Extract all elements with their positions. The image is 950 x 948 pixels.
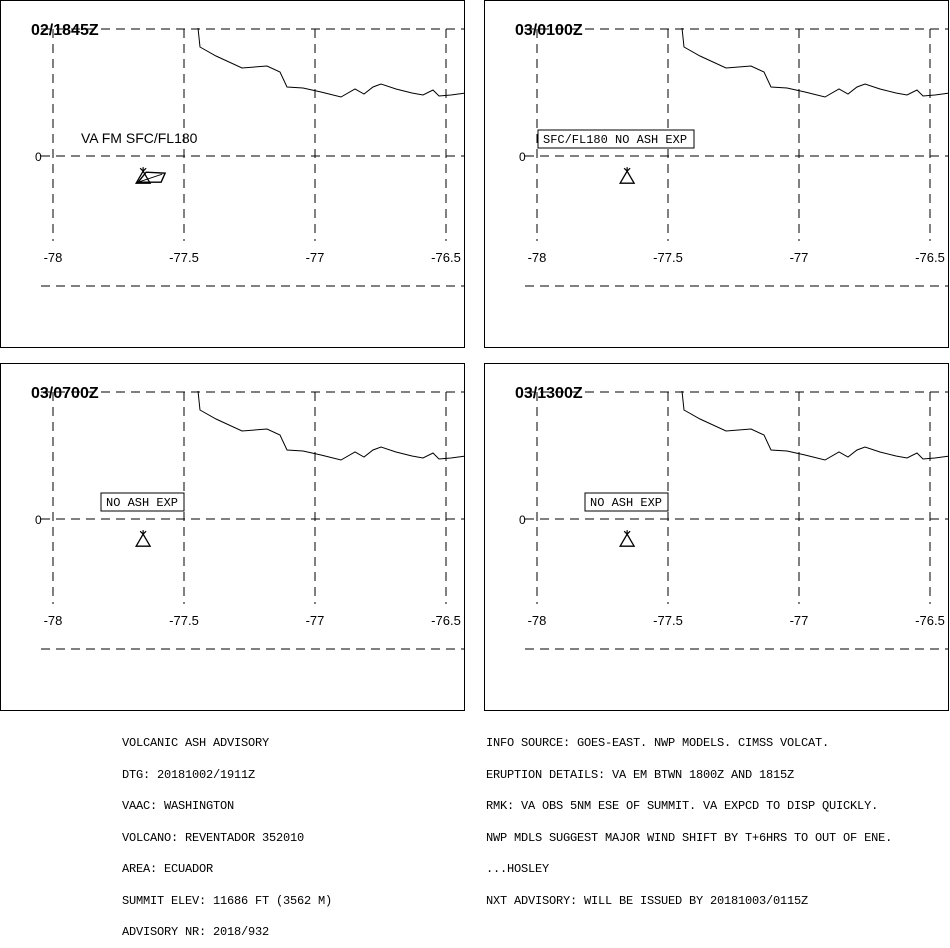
forecast-panel-0: 02/1845Z 0 -78 -77.5 -77 -76.5 VA FM SFC/FL180 [0, 0, 465, 348]
latitude-label: 0 [35, 150, 42, 164]
forecast-label: NO ASH EXP [590, 496, 662, 510]
advisory-line: AREA: ECUADOR [122, 862, 214, 876]
map-svg: 02/1845Z 0 -78 -77.5 -77 -76.5 VA FM SFC/FL180 [31, 22, 464, 287]
advisory-line: SUMMIT ELEV: 11686 FT (3562 M) [122, 893, 333, 908]
forecast-label: SFC/FL180 NO ASH EXP [543, 133, 687, 147]
longitude-label: -77 [790, 250, 809, 265]
volcano-triangle-icon [618, 167, 636, 184]
longitude-label: -77 [790, 613, 809, 628]
advisory-line: NXT ADVISORY: WILL BE ISSUED BY 20181003… [486, 893, 809, 908]
advisory-line: VOLCANIC ASH ADVISORY [122, 736, 270, 750]
forecast-panel-3: 03/1300Z 0 -78 -77.5 -77 -76.5 NO ASH EXP [484, 363, 949, 711]
volcano-triangle-icon [134, 530, 152, 547]
advisory-line: INFO SOURCE: GOES-EAST. NWP MODELS. CIMS… [486, 736, 830, 750]
volcano-triangle-icon [618, 530, 636, 547]
latitude-label: 0 [519, 150, 526, 164]
longitude-label: -76.5 [915, 613, 945, 628]
longitude-label: -77.5 [169, 250, 199, 265]
forecast-label-box [584, 492, 669, 512]
advisory-header-block: VOLCANIC ASH ADVISORY DTG: 20181002/1911… [122, 717, 332, 948]
map-svg: 03/0700Z 0 -78 -77.5 -77 -76.5 NO ASH EXP [31, 385, 464, 650]
ash-cloud-polygon [136, 171, 167, 183]
forecast-panel-2: 03/0700Z 0 -78 -77.5 -77 -76.5 NO ASH EXP [0, 363, 465, 711]
border-line [681, 27, 948, 98]
border-line [197, 390, 464, 461]
forecast-label-box [537, 129, 695, 149]
map-svg: 03/1300Z 0 -78 -77.5 -77 -76.5 NO ASH EXP [515, 385, 948, 650]
advisory-line: ADVISORY NR: 2018/932 [122, 925, 270, 939]
forecast-panel-1: 03/0100Z 0 -78 -77.5 -77 -76.5 SFC/FL180 NO AS… [484, 0, 949, 348]
border-line [197, 27, 464, 98]
latitude-label: 0 [519, 513, 526, 527]
longitude-label: -76.5 [431, 250, 461, 265]
forecast-time-label: 03/0700Z [31, 385, 99, 402]
forecast-time-label: 03/0100Z [515, 22, 583, 39]
advisory-line: VOLCANO: REVENTADOR 352010 [122, 830, 305, 845]
map-svg: 03/0100Z 0 -78 -77.5 -77 -76.5 SFC/FL180 NO AS… [515, 22, 948, 287]
volcano-triangle-icon [134, 167, 152, 184]
advisory-line: NWP MDLS SUGGEST MAJOR WIND SHIFT BY T+6… [486, 830, 893, 845]
longitude-label: -78 [528, 250, 547, 265]
forecast-label: VA FM SFC/FL180 [81, 130, 198, 146]
advisory-details-block: INFO SOURCE: GOES-EAST. NWP MODELS. CIMS… [486, 717, 892, 917]
forecast-label: NO ASH EXP [106, 496, 178, 510]
longitude-label: -77.5 [653, 250, 683, 265]
longitude-label: -78 [528, 613, 547, 628]
border-line [681, 390, 948, 461]
longitude-label: -78 [44, 250, 63, 265]
longitude-label: -76.5 [431, 613, 461, 628]
advisory-line: DTG: 20181002/1911Z [122, 767, 256, 782]
longitude-label: -76.5 [915, 250, 945, 265]
longitude-label: -77.5 [169, 613, 199, 628]
advisory-line: RMK: VA OBS 5NM ESE OF SUMMIT. VA EXPCD … [486, 799, 879, 813]
longitude-label: -77.5 [653, 613, 683, 628]
forecast-label-box [100, 492, 185, 512]
forecast-time-label: 03/1300Z [515, 385, 583, 402]
longitude-label: -77 [306, 613, 325, 628]
forecast-time-label: 02/1845Z [31, 22, 99, 39]
advisory-line: ...HOSLEY [486, 862, 550, 876]
advisory-line: ERUPTION DETAILS: VA EM BTWN 1800Z AND 1… [486, 767, 795, 782]
longitude-label: -78 [44, 613, 63, 628]
longitude-label: -77 [306, 250, 325, 265]
latitude-label: 0 [35, 513, 42, 527]
advisory-line: VAAC: WASHINGTON [122, 799, 235, 813]
